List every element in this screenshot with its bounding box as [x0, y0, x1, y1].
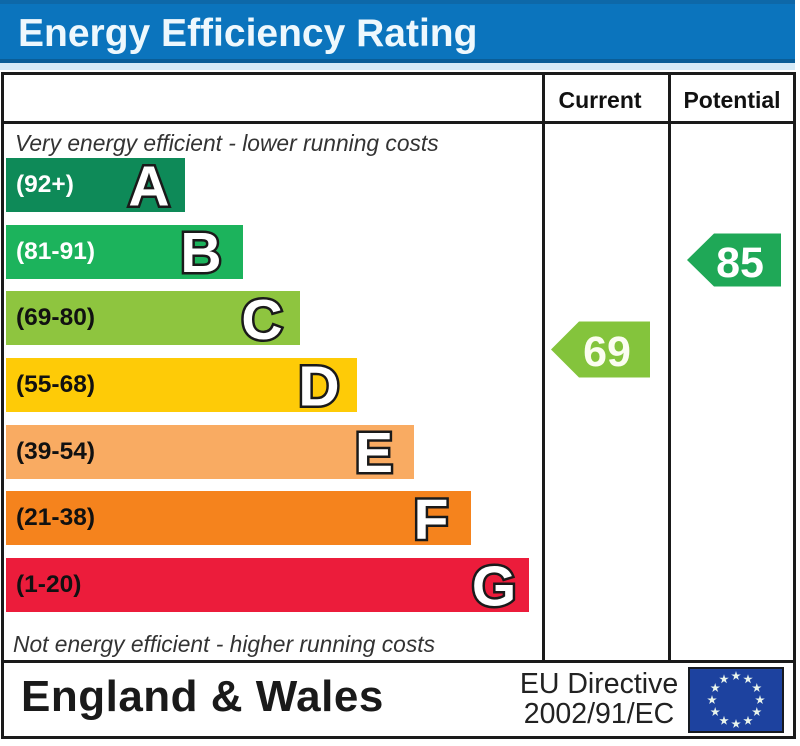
- svg-text:G: G: [472, 555, 516, 619]
- svg-text:C: C: [241, 288, 282, 352]
- svg-text:D: D: [298, 355, 339, 419]
- svg-text:E: E: [355, 421, 393, 485]
- svg-text:69: 69: [583, 328, 631, 376]
- svg-text:A: A: [128, 155, 169, 219]
- svg-text:B: B: [180, 221, 221, 285]
- svg-text:F: F: [414, 488, 449, 552]
- svg-text:85: 85: [716, 239, 764, 287]
